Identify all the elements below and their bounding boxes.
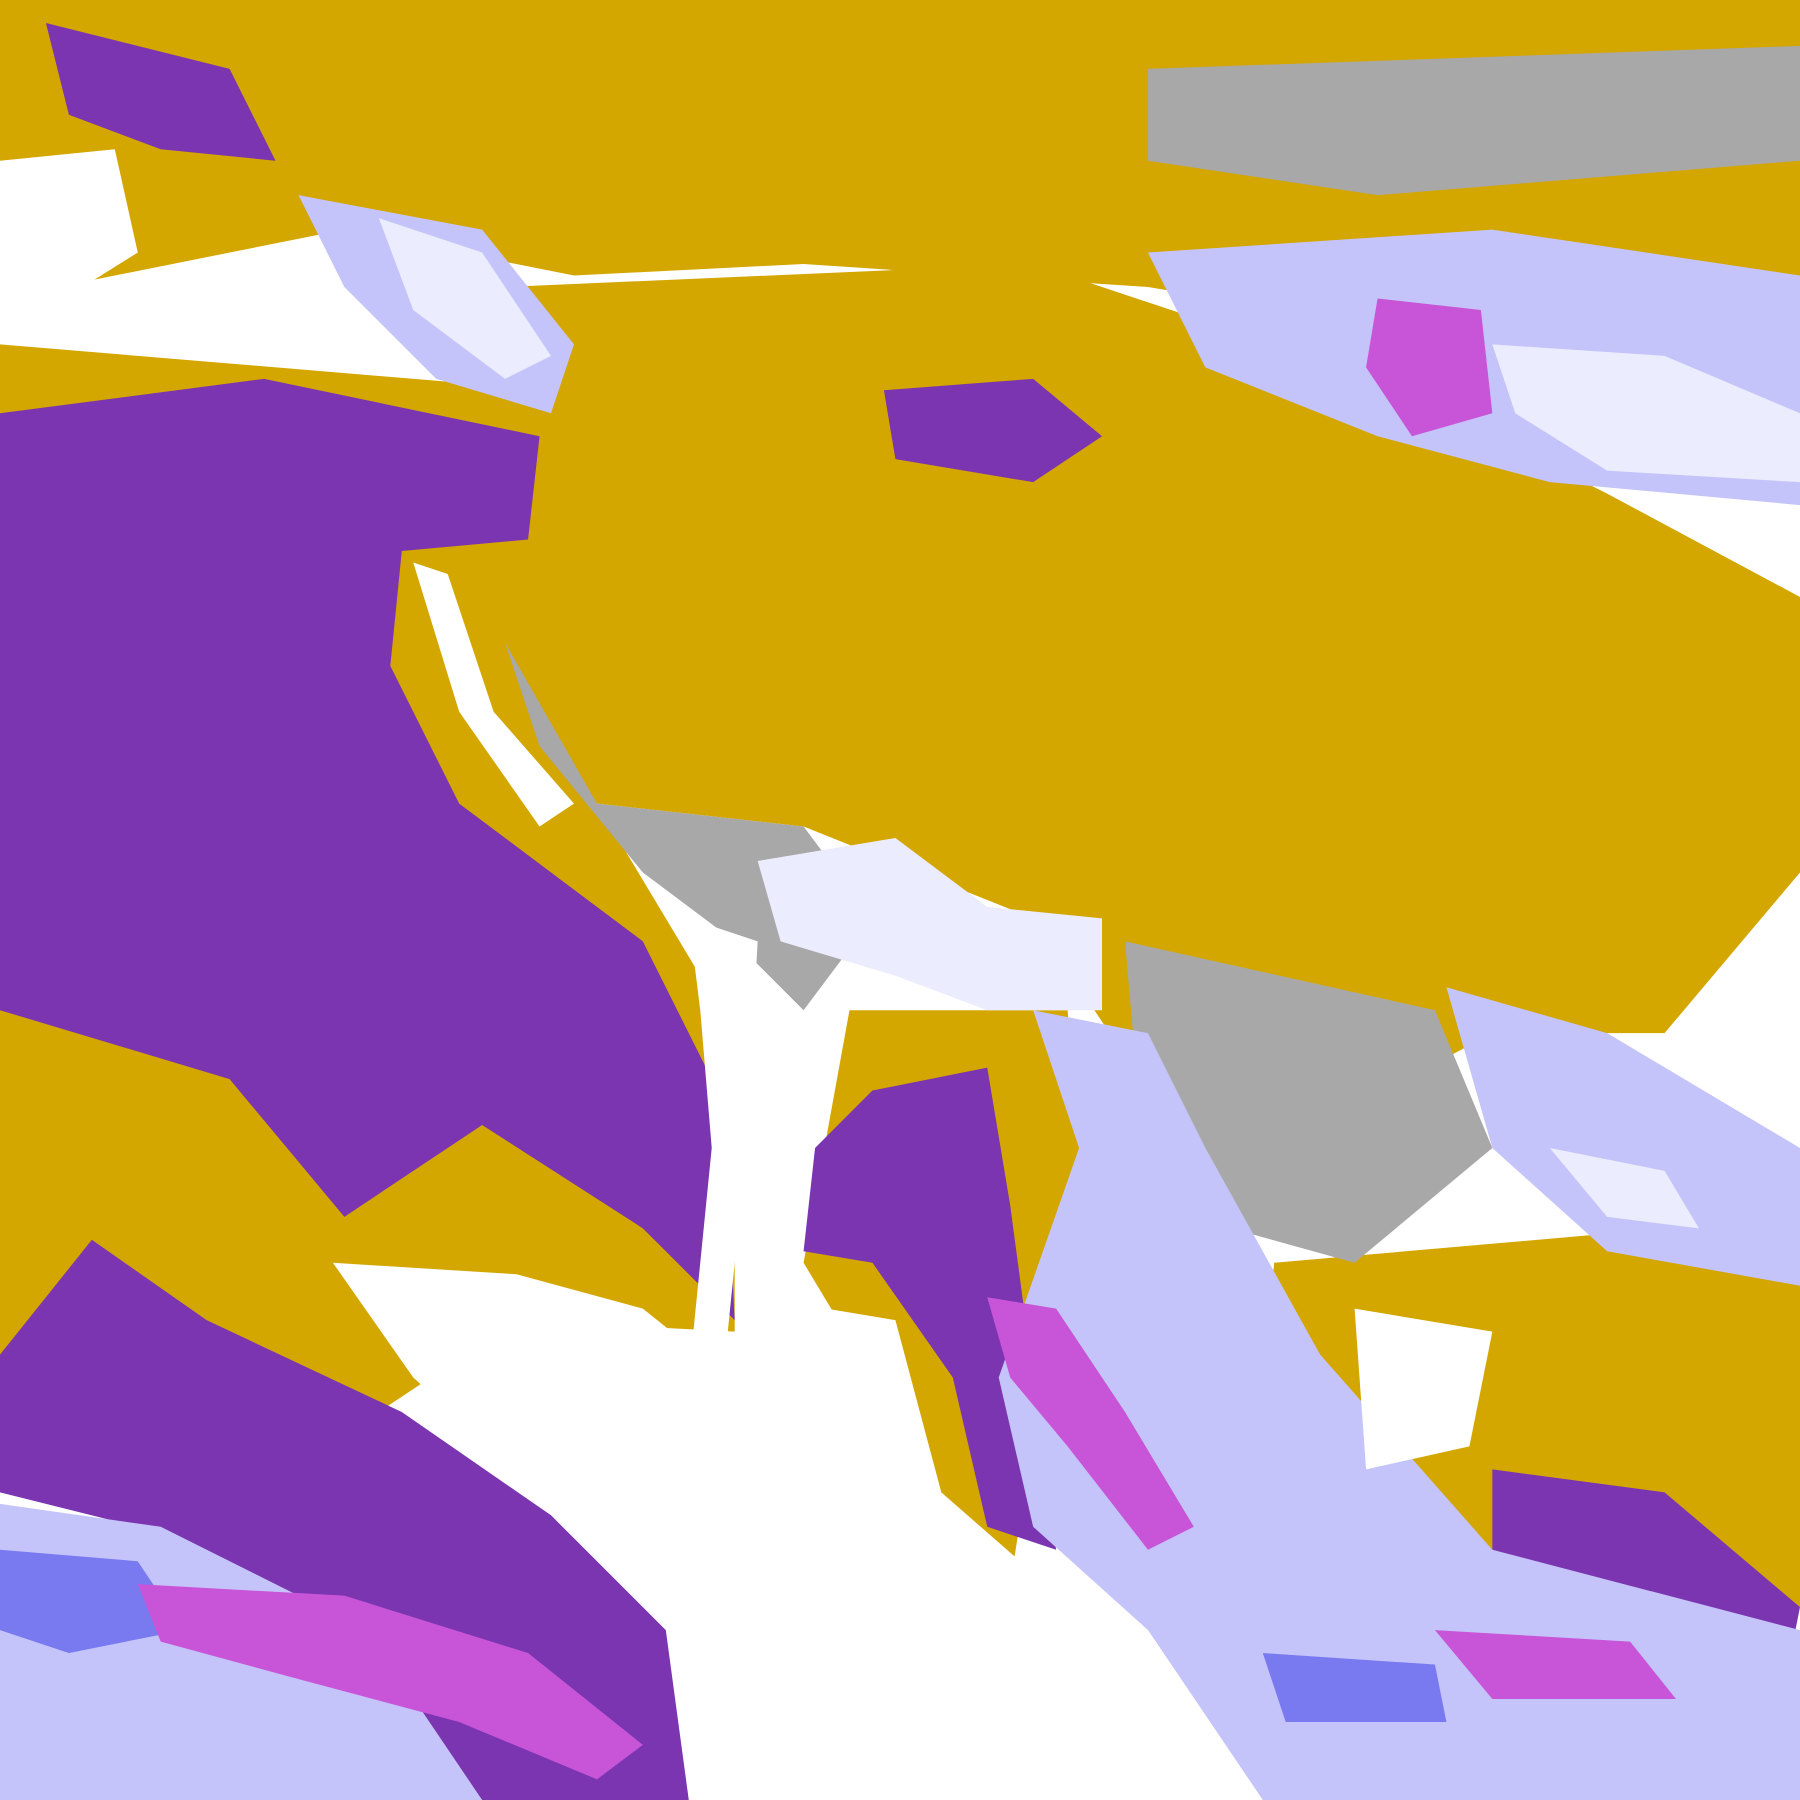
gold-region-central [505,264,1800,1125]
clear-area-south-atlantic [711,1297,1263,1800]
magenta-patch-southwest [137,1584,643,1780]
pale-cloud-northwest [378,218,552,379]
magenta-streak-southeast [987,1297,1194,1550]
clear-area-northwest [0,149,138,310]
purple-region-south-central [803,1067,1057,1550]
lavender-arc-east [1446,987,1800,1286]
gray-band-north [1147,45,1800,196]
purple-patch-north-central [883,378,1103,483]
clear-area-east [1354,1308,1493,1470]
blue-patch-southwest [0,1549,184,1654]
pale-cloud-core-central [757,838,1103,1011]
magenta-patch-bottom-right [1434,1630,1677,1699]
pale-cloud-northeast [1492,344,1800,483]
purple-region-west [0,378,735,1321]
blue-patch-southeast [1262,1653,1447,1722]
pale-cloud-southeast [1549,1147,1699,1229]
clear-area-pacific [332,1262,701,1608]
clear-area-coast-strip [413,562,574,827]
purple-region-northwest [45,22,276,161]
magenta-patch-east [1366,298,1493,437]
lavender-swath-southeast [998,1010,1800,1800]
